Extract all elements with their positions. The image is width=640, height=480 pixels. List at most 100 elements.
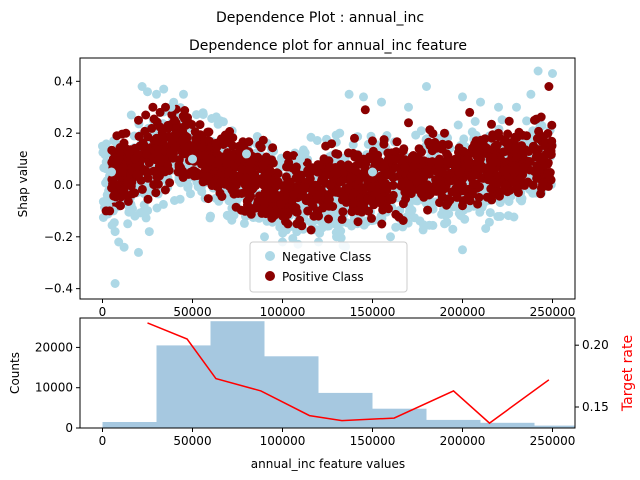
scatter-cloud-point-positive xyxy=(160,167,170,177)
scatter-point-positive xyxy=(179,149,188,159)
scatter-xtick-label: 200000 xyxy=(440,305,486,319)
scatter-cloud-point-positive xyxy=(177,136,187,146)
scatter-cloud-point-negative xyxy=(409,195,419,205)
scatter-point-positive xyxy=(197,159,206,169)
scatter-point-negative xyxy=(123,219,133,229)
scatter-cloud-point-negative xyxy=(517,196,527,206)
hist-xtick-label: 50000 xyxy=(173,434,211,448)
scatter-cloud-point-positive xyxy=(532,173,542,183)
hist-bar xyxy=(156,345,211,428)
scatter-cloud-point-positive xyxy=(314,160,324,170)
scatter-cloud-point-positive xyxy=(437,192,447,202)
scatter-cloud-point-positive xyxy=(515,174,525,184)
scatter-cloud-point-positive xyxy=(543,129,553,138)
scatter-point-negative xyxy=(476,97,485,107)
scatter-cloud-point-positive xyxy=(180,114,189,124)
scatter-cloud-point-positive xyxy=(269,193,279,203)
hist-ytick-label: 20000 xyxy=(35,340,73,354)
hist-bar xyxy=(534,425,575,428)
scatter-legend: Negative Class Positive Class xyxy=(249,241,408,293)
scatter-cloud-point-positive xyxy=(372,160,382,169)
scatter-cloud-point-negative xyxy=(152,203,162,213)
scatter-cloud-point-positive xyxy=(437,167,447,177)
hist-bar xyxy=(480,422,535,428)
scatter-cloud-point-positive xyxy=(349,188,359,198)
scatter-point-negative xyxy=(110,279,120,288)
scatter-cloud-point-positive xyxy=(501,180,511,190)
scatter-point-positive xyxy=(148,102,158,112)
scatter-cloud-point-positive xyxy=(288,200,298,210)
scatter-axes-frame xyxy=(79,57,576,300)
hist-bar xyxy=(318,392,373,428)
scatter-cloud-point-positive xyxy=(465,196,475,206)
scatter-cloud-point-positive xyxy=(174,162,184,172)
scatter-cloud-point-positive xyxy=(220,179,230,189)
hist-xtick-label: 100000 xyxy=(260,434,306,448)
scatter-cloud-point-positive xyxy=(547,141,557,151)
scatter-cloud-point-positive xyxy=(503,140,513,150)
scatter-point-negative xyxy=(359,92,368,102)
scatter-cloud-point-positive xyxy=(333,149,343,159)
scatter-cloud-point-positive xyxy=(473,199,483,209)
scatter-cloud-point-positive xyxy=(292,207,302,217)
scatter-cloud-point-positive xyxy=(406,171,416,181)
scatter-cloud-point-positive xyxy=(381,183,391,193)
hist-xtick-label: 150000 xyxy=(350,434,396,448)
scatter-cloud-point-positive xyxy=(398,146,408,156)
scatter-cloud-point-positive xyxy=(325,181,335,190)
hist-axes-frame xyxy=(79,317,576,429)
scatter-cloud-point-positive xyxy=(167,135,177,145)
scatter-cloud-point-positive xyxy=(520,180,530,190)
scatter-cloud-point-positive xyxy=(191,134,201,144)
scatter-point-positive xyxy=(332,167,341,177)
scatter-point-negative xyxy=(159,84,169,94)
scatter-point-positive xyxy=(368,136,377,146)
scatter-point-positive xyxy=(121,128,131,138)
scatter-cloud-point-positive xyxy=(214,156,224,166)
scatter-cloud-point-positive xyxy=(319,154,329,164)
scatter-cloud-point-positive xyxy=(353,217,363,227)
hist-xlabel: annual_inc feature values xyxy=(251,457,405,471)
scatter-cloud-point-positive xyxy=(130,143,140,153)
scatter-point-positive xyxy=(130,154,140,164)
hist-y2tick-label: 0.20 xyxy=(582,338,609,352)
scatter-cloud-point-negative xyxy=(224,196,234,206)
scatter-cloud-point-positive xyxy=(107,145,117,155)
scatter-cloud-point-positive xyxy=(432,143,441,153)
scatter-point-positive xyxy=(476,154,485,164)
scatter-point-negative xyxy=(152,89,161,99)
scatter-cloud-point-positive xyxy=(195,120,205,130)
scatter-cloud-point-positive xyxy=(502,164,512,174)
scatter-point-negative xyxy=(143,87,152,97)
scatter-cloud-point-positive xyxy=(503,129,513,139)
scatter-point-negative xyxy=(260,232,269,242)
scatter-cloud-point-negative xyxy=(448,224,458,234)
scatter-point-positive xyxy=(278,211,287,221)
scatter-point-positive xyxy=(260,206,269,216)
scatter-point-positive xyxy=(530,115,539,125)
legend-marker-negative xyxy=(265,251,275,261)
scatter-point-negative xyxy=(548,69,557,78)
scatter-point-negative xyxy=(512,102,521,112)
scatter-point-positive xyxy=(465,107,475,117)
legend-marker-positive xyxy=(265,271,275,281)
scatter-cloud-point-positive xyxy=(423,205,433,215)
hist-y2label: Target rate xyxy=(620,335,636,412)
scatter-cloud-point-positive xyxy=(119,185,129,195)
scatter-cloud-point-positive xyxy=(268,143,278,153)
scatter-point-positive xyxy=(170,115,179,125)
scatter-cloud-point-positive xyxy=(379,160,389,170)
scatter-point-positive xyxy=(494,128,503,138)
scatter-cloud-point-positive xyxy=(442,200,451,210)
scatter-point-negative xyxy=(134,247,143,257)
scatter-cloud-point-negative xyxy=(411,130,421,140)
scatter-cloud-point-positive xyxy=(222,158,232,168)
scatter-cloud-point-positive xyxy=(379,139,389,149)
scatter-cloud-point-positive xyxy=(469,170,479,180)
scatter-point-negative xyxy=(494,102,503,112)
scatter-cloud-point-positive xyxy=(337,214,347,224)
scatter-xtick-label: 0 xyxy=(99,305,107,319)
scatter-cloud-point-positive xyxy=(388,180,398,190)
scatter-cloud-point-positive xyxy=(392,137,402,147)
